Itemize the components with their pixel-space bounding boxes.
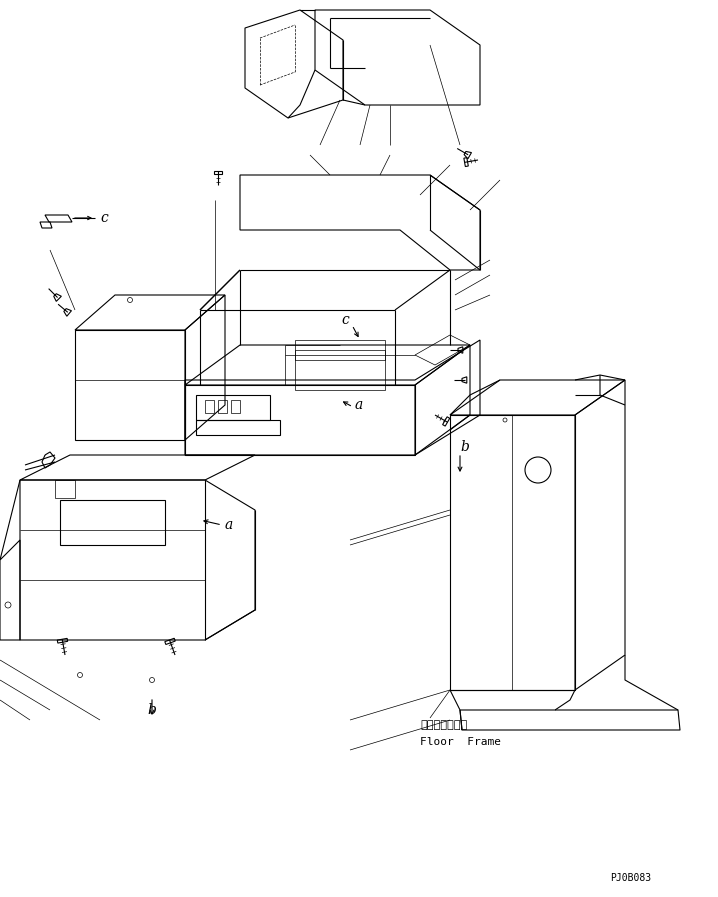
Text: b: b [148,703,157,717]
Text: a: a [225,518,233,532]
Text: b: b [460,440,469,454]
Text: c: c [341,313,349,327]
Text: フロアフレーム: フロアフレーム [420,720,467,730]
Text: c: c [100,211,108,225]
Text: PJ0B083: PJ0B083 [610,873,651,883]
Text: a: a [355,398,363,412]
Text: Floor  Frame: Floor Frame [420,737,501,747]
